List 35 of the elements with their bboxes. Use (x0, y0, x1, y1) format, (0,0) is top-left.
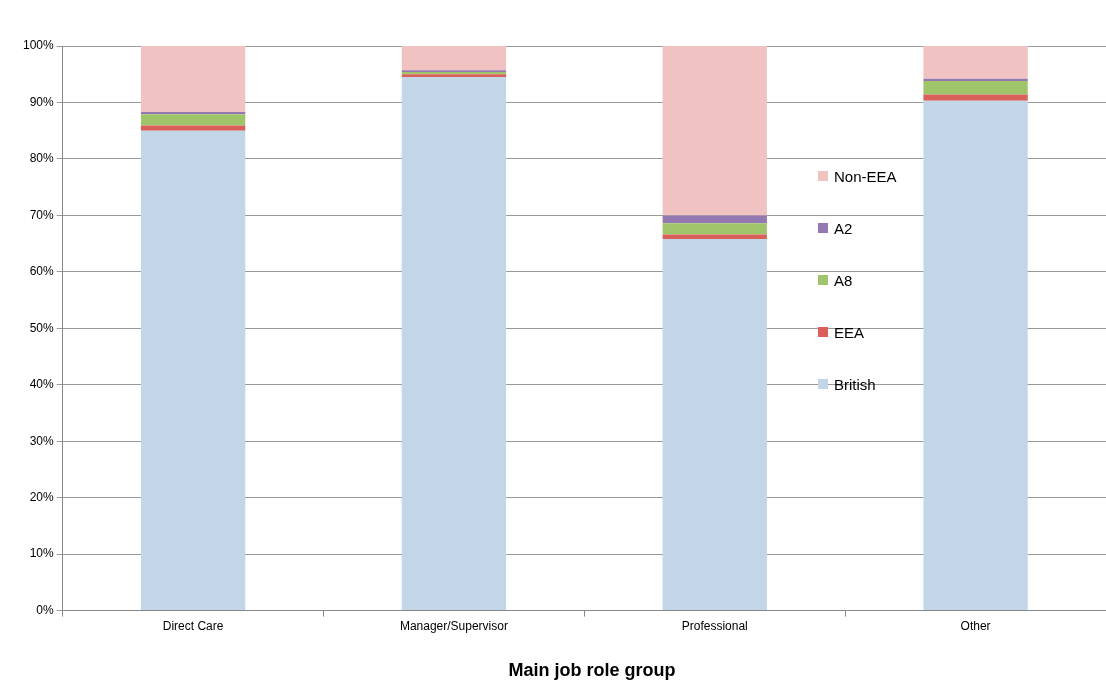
bar (662, 239, 767, 611)
y-tick-label: 100% (22, 38, 55, 53)
legend-label: A2 (834, 219, 853, 237)
y-tick-label: 70% (29, 207, 55, 222)
bar (923, 81, 1028, 95)
bar (401, 46, 507, 71)
bar (923, 46, 1028, 79)
legend-label: Non-EEA (834, 167, 897, 185)
x-tick-label: Direct Care (162, 619, 224, 634)
bar (662, 46, 767, 216)
x-axis-title: Main job role group (507, 660, 677, 681)
x-tick-label: Professional (681, 619, 748, 634)
bar (140, 46, 246, 113)
y-tick-label: 80% (29, 151, 55, 166)
x-tick-label: Manager/Supervisor (399, 619, 508, 634)
bar (923, 100, 1028, 611)
bar (923, 94, 1028, 101)
bar (140, 130, 246, 611)
legend-label: A8 (834, 271, 853, 289)
y-tick-label: 30% (29, 433, 55, 448)
legend-label: EEA (834, 323, 865, 341)
y-tick-label: 60% (29, 264, 55, 279)
y-tick-label: 20% (29, 489, 55, 504)
bar (140, 125, 246, 131)
bar (662, 223, 767, 235)
y-tick-label: 50% (29, 320, 55, 335)
y-tick-label: 90% (29, 94, 55, 109)
y-tick-label: 40% (29, 377, 55, 392)
y-tick-label: 10% (29, 546, 55, 561)
y-tick-label: 0% (36, 602, 55, 617)
x-tick-label: Other (960, 619, 991, 634)
legend-label: British (834, 375, 876, 393)
bar (401, 77, 507, 611)
bar (140, 114, 246, 126)
bar (662, 215, 767, 224)
